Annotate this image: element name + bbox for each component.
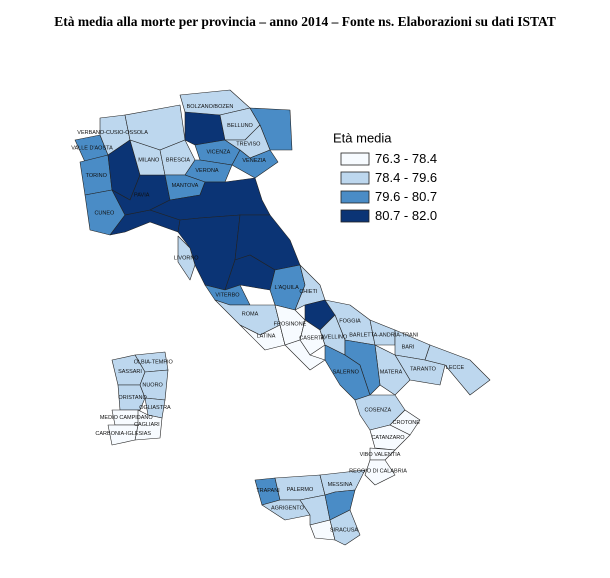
province-label: COSENZA [365, 407, 392, 413]
province-label: LECCE [446, 365, 465, 371]
province-label: SIRACUSA [330, 527, 358, 533]
province-label: VIBO VALENTIA [360, 452, 401, 458]
province-label: BELLUNO [227, 123, 253, 129]
province-label: OGLIASTRA [139, 405, 171, 411]
province-labels: VALLE D'AOSTA TORINO CUNEO VERBANO-CUSIO-OS… [71, 104, 464, 534]
province [249, 107, 293, 151]
legend-label: 76.3 - 78.4 [375, 151, 437, 166]
province-label: CROTONE [393, 420, 421, 426]
legend-label: 80.7 - 82.0 [375, 208, 437, 223]
province-label: MANTOVA [172, 183, 199, 189]
province-label: VICENZA [206, 149, 230, 155]
province-label: BARI [402, 344, 415, 350]
province-label: CARBONIA-IGLESIAS [95, 431, 151, 437]
province-label: MESSINA [328, 482, 353, 488]
legend-title: Età media [333, 130, 392, 145]
province-label: VITERBO [215, 292, 240, 298]
province-label: MEDIO CAMPIDANO [100, 415, 154, 421]
province-label: AVELLINO [321, 334, 348, 340]
province [284, 339, 326, 371]
province-label: CASERTA [299, 335, 325, 341]
province-label: TARANTO [410, 366, 436, 372]
province-label: LIVORNO [174, 256, 199, 262]
province [329, 509, 361, 546]
legend-label: 79.6 - 80.7 [375, 189, 437, 204]
province-label: AGRIGENTO [271, 505, 305, 511]
province-label: CUNEO [94, 210, 115, 216]
legend-swatch [340, 190, 370, 204]
province-label: NUORO [142, 382, 163, 388]
province-label: SASSARI [118, 369, 142, 375]
province [177, 235, 196, 281]
province-label: VERBANO-CUSIO-OSSOLA [77, 130, 148, 136]
province-label: VERONA [195, 168, 219, 174]
province-label: OLBIA-TEMPIO [134, 360, 174, 366]
province-label: MILANO [138, 157, 160, 163]
province-label: TORINO [86, 173, 108, 179]
province-label: PALERMO [287, 487, 314, 493]
province-label: VALLE D'AOSTA [71, 145, 113, 151]
province-label: MATERA [380, 369, 403, 375]
province-label: CAGLIARI [134, 422, 160, 428]
province-label: L'AQUILA [275, 285, 300, 291]
province [324, 489, 356, 521]
province [184, 111, 226, 146]
province-label: PAVIA [134, 192, 150, 198]
province-label: BARLETTA-ANDRIA-TRANI [349, 332, 418, 338]
province-label: ORISTANO [118, 395, 147, 401]
province-label: BRESCIA [166, 157, 190, 163]
legend-swatch [340, 171, 370, 185]
legend-swatch [340, 209, 370, 223]
province-label: SALERNO [333, 370, 360, 376]
province-label: TREVISO [236, 141, 261, 147]
legend: Età media 76.3 - 78.4 78.4 - 79.6 79.6 - 8… [333, 130, 437, 223]
province-label: FOGGIA [339, 318, 361, 324]
map-title: Età media alla morte per provincia – ann… [54, 14, 556, 29]
province-label: ROMA [242, 312, 259, 318]
province-label: REGGIO DI CALABRIA [349, 468, 407, 474]
province [424, 344, 491, 396]
province [107, 424, 139, 446]
province [364, 459, 396, 486]
province [369, 424, 411, 451]
province-label: BOLZANO/BOZEN [187, 104, 234, 110]
provinces [74, 89, 491, 546]
legend-swatch [340, 152, 370, 166]
legend-label: 78.4 - 79.6 [375, 170, 437, 185]
province-label: LATINA [257, 333, 276, 339]
province-label: FROSINONE [274, 322, 307, 328]
province-label: TRAPANI [256, 488, 280, 494]
province-label: CATANZARO [371, 435, 405, 441]
province-label: VENEZIA [242, 158, 266, 164]
province-label: CHIETI [299, 289, 318, 295]
province [117, 384, 146, 411]
